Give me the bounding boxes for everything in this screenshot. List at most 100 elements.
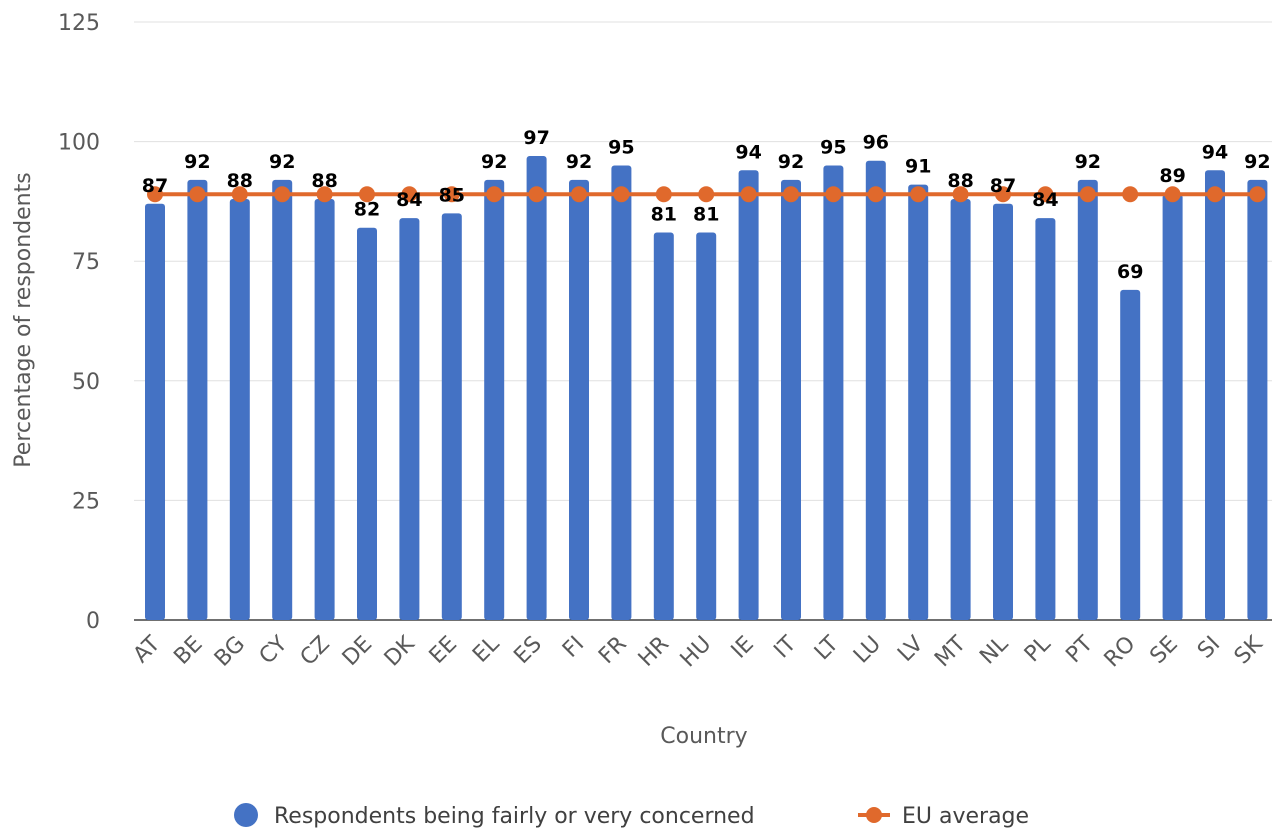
x-tick-label: LT [810, 631, 844, 665]
y-tick-label: 125 [58, 11, 100, 36]
x-tick-label: PL [1020, 631, 1056, 667]
bar-value-label: 92 [778, 151, 804, 173]
y-axis-title: Percentage of respondents [11, 172, 36, 467]
x-tick-label: CZ [296, 632, 335, 671]
eu-average-point [783, 186, 799, 203]
bar-nl [993, 203, 1013, 621]
bar-bg [229, 199, 250, 620]
bar-value-label: 82 [354, 199, 380, 221]
legend-bar-label: Respondents being fairly or very concern… [274, 804, 755, 829]
x-tick-label: PT [1061, 631, 1098, 668]
bar-value-label: 87 [990, 175, 1016, 197]
x-tick-label: LV [893, 632, 928, 667]
eu-average-point [613, 186, 630, 203]
x-tick-label: FR [594, 632, 631, 669]
eu-average-point [486, 186, 503, 203]
bar-value-label: 85 [439, 184, 465, 206]
x-tick-label: MT [930, 631, 971, 672]
bar-es [526, 155, 547, 620]
eu-average-point [528, 186, 545, 203]
bars [145, 155, 1268, 621]
bar-value-label: 92 [269, 151, 295, 173]
bar-value-label: 92 [1075, 151, 1101, 173]
bar-value-label: 91 [905, 156, 931, 178]
x-tick-label: BE [169, 632, 207, 670]
bar-at [145, 203, 165, 621]
eu-average-point [655, 186, 672, 203]
legend: Respondents being fairly or very concern… [234, 803, 1029, 829]
bar-lv [908, 184, 929, 620]
bar-value-label: 88 [947, 170, 973, 192]
y-tick-label: 100 [58, 131, 100, 156]
x-tick-label: IE [727, 632, 759, 664]
eu-average-point [359, 186, 375, 203]
x-axis-title: Country [660, 724, 747, 749]
x-tick-label: BG [210, 632, 250, 672]
eu-average-point [698, 186, 715, 203]
bar-it [781, 179, 801, 620]
eu-average-point [995, 186, 1011, 203]
bar-value-label: 95 [608, 137, 634, 159]
x-tick-label: LU [849, 632, 886, 669]
eu-average-point [867, 186, 884, 203]
x-tick-label: FI [558, 632, 589, 663]
bar-value-label: 92 [481, 151, 507, 173]
x-tick-label: CY [255, 631, 293, 669]
bar-value-label: 95 [820, 137, 846, 159]
bar-value-label: 89 [1159, 165, 1185, 187]
bar-lt [823, 165, 844, 620]
bar-value-label: 92 [1244, 151, 1270, 173]
data-labels: 87 92 88 92 88 82 84 85 92 97 92 95 81 81 94 92 95 96 91 88… [142, 127, 1271, 283]
eu-average-point [189, 186, 206, 203]
x-tick-label: EE [425, 632, 462, 669]
x-tick-label: SI [1193, 632, 1225, 664]
x-tick-label: SE [1145, 632, 1182, 669]
bar-value-label: 96 [863, 132, 889, 154]
eu-average-point [1037, 186, 1054, 203]
y-tick-label: 0 [86, 609, 100, 634]
bar-fr [611, 165, 632, 620]
bar-fi [569, 179, 589, 620]
x-tick-label: HR [634, 632, 674, 672]
bar-sk [1247, 179, 1268, 620]
eu-average-point [1207, 186, 1223, 203]
bar-value-label: 92 [184, 151, 210, 173]
bar-cy [272, 179, 293, 620]
bar-be [187, 179, 208, 620]
bar-value-label: 87 [142, 175, 168, 197]
eu-average-point [1122, 186, 1139, 203]
bar-value-label: 69 [1117, 261, 1143, 283]
y-tick-label: 25 [72, 489, 100, 514]
y-tick-labels: 0 25 50 75 100 125 [58, 11, 100, 634]
legend-line-marker-dot [866, 807, 882, 823]
eu-average-point [910, 186, 927, 203]
x-tick-label: HU [676, 632, 717, 673]
x-tick-label: AT [129, 631, 166, 668]
eu-average-point [1079, 186, 1096, 203]
bar-value-label: 94 [1202, 141, 1228, 163]
x-tick-label: NL [975, 631, 1014, 670]
bar-el [484, 179, 505, 620]
x-tick-label: SK [1230, 631, 1268, 669]
eu-average-point [274, 186, 291, 203]
legend-line-label: EU average [902, 804, 1029, 829]
y-tick-label: 50 [72, 370, 100, 395]
bar-value-label: 81 [651, 203, 677, 225]
bar-value-label: 92 [566, 151, 592, 173]
bar-se [1162, 194, 1183, 620]
bar-value-label: 84 [1032, 189, 1058, 211]
eu-average-point [401, 186, 418, 203]
eu-average-point [443, 186, 460, 203]
bar-si [1205, 170, 1225, 620]
x-tick-label: IT [769, 631, 801, 663]
legend-bar-marker [234, 803, 258, 827]
bar-pt [1077, 179, 1098, 620]
x-tick-label: EL [468, 631, 505, 668]
bar-de [357, 227, 377, 620]
x-tick-label: DK [380, 631, 420, 671]
average-line [147, 186, 1266, 203]
bar-value-label: 88 [311, 170, 337, 192]
eu-average-point [952, 186, 969, 203]
bar-hu [696, 232, 717, 620]
